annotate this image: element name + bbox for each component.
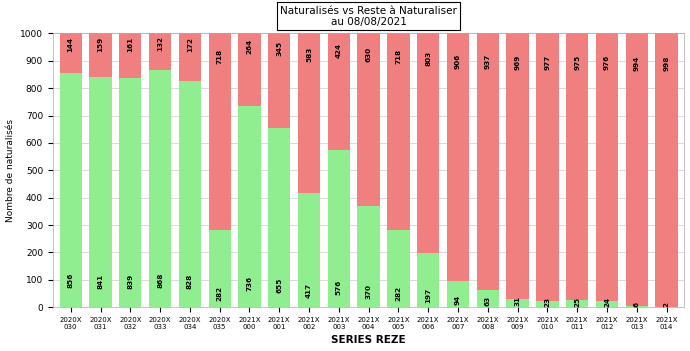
Text: 282: 282	[217, 286, 223, 301]
Bar	[357, 206, 380, 307]
Text: 159: 159	[97, 37, 104, 52]
Text: 23: 23	[544, 297, 551, 307]
Bar	[208, 230, 231, 307]
Text: 718: 718	[217, 49, 223, 64]
Bar	[89, 33, 112, 77]
Bar	[149, 69, 171, 307]
Text: 975: 975	[574, 55, 580, 70]
Text: 994: 994	[634, 55, 640, 71]
Text: 839: 839	[127, 273, 133, 289]
Text: 172: 172	[187, 37, 193, 52]
Bar	[566, 33, 589, 300]
Text: 2: 2	[664, 302, 669, 307]
Text: 969: 969	[515, 55, 520, 70]
Bar	[566, 300, 589, 307]
Bar	[149, 33, 171, 69]
Text: 264: 264	[246, 39, 253, 54]
Text: 736: 736	[246, 276, 253, 291]
Bar	[656, 33, 678, 307]
Text: 937: 937	[485, 54, 491, 69]
Bar	[119, 33, 141, 78]
Bar	[328, 150, 350, 307]
Text: 94: 94	[455, 295, 461, 305]
Bar	[506, 33, 529, 299]
Bar	[536, 301, 559, 307]
Text: 25: 25	[574, 297, 580, 307]
Text: 345: 345	[276, 41, 282, 56]
Bar	[447, 282, 469, 307]
Text: 6: 6	[634, 302, 640, 307]
Bar	[477, 290, 499, 307]
X-axis label: SERIES REZE: SERIES REZE	[331, 336, 406, 345]
Bar	[536, 33, 559, 301]
Text: 417: 417	[306, 283, 312, 298]
Bar	[238, 106, 261, 307]
Bar	[357, 33, 380, 206]
Bar	[328, 33, 350, 150]
Text: 132: 132	[157, 37, 163, 51]
Text: 282: 282	[395, 286, 402, 301]
Text: 856: 856	[68, 273, 74, 289]
Text: 803: 803	[425, 51, 431, 66]
Text: 144: 144	[68, 37, 74, 52]
Text: 868: 868	[157, 273, 163, 288]
Bar	[626, 33, 648, 305]
Bar	[179, 33, 201, 81]
Text: 718: 718	[395, 49, 402, 64]
Bar	[298, 193, 320, 307]
Bar	[208, 33, 231, 230]
Bar	[59, 33, 82, 73]
Bar	[89, 77, 112, 307]
Bar	[268, 128, 290, 307]
Text: 977: 977	[544, 55, 551, 70]
Text: 24: 24	[604, 297, 610, 307]
Text: 841: 841	[97, 274, 104, 289]
Text: 655: 655	[276, 277, 282, 293]
Bar	[417, 33, 440, 253]
Bar	[298, 33, 320, 193]
Text: 424: 424	[336, 43, 342, 58]
Text: 906: 906	[455, 53, 461, 68]
Bar	[626, 305, 648, 307]
Text: 828: 828	[187, 274, 193, 289]
Bar	[387, 33, 410, 230]
Bar	[477, 33, 499, 290]
Bar	[387, 230, 410, 307]
Text: 161: 161	[127, 37, 133, 52]
Bar	[59, 73, 82, 307]
Text: 998: 998	[664, 55, 669, 71]
Bar	[268, 33, 290, 128]
Text: 63: 63	[485, 296, 491, 306]
Bar	[506, 299, 529, 307]
Bar	[238, 33, 261, 106]
Bar	[417, 253, 440, 307]
Text: 583: 583	[306, 46, 312, 61]
Bar	[595, 300, 618, 307]
Bar	[119, 78, 141, 307]
Bar	[179, 81, 201, 307]
Text: 197: 197	[425, 288, 431, 303]
Bar	[447, 33, 469, 282]
Text: 31: 31	[515, 297, 520, 306]
Title: Naturalisés vs Reste à Naturaliser
au 08/08/2021: Naturalisés vs Reste à Naturaliser au 08…	[280, 6, 457, 27]
Text: 370: 370	[366, 284, 372, 299]
Text: 630: 630	[366, 47, 372, 62]
Text: 976: 976	[604, 55, 610, 70]
Y-axis label: Nombre de naturalisés: Nombre de naturalisés	[6, 119, 14, 222]
Text: 576: 576	[336, 279, 342, 294]
Bar	[595, 33, 618, 300]
